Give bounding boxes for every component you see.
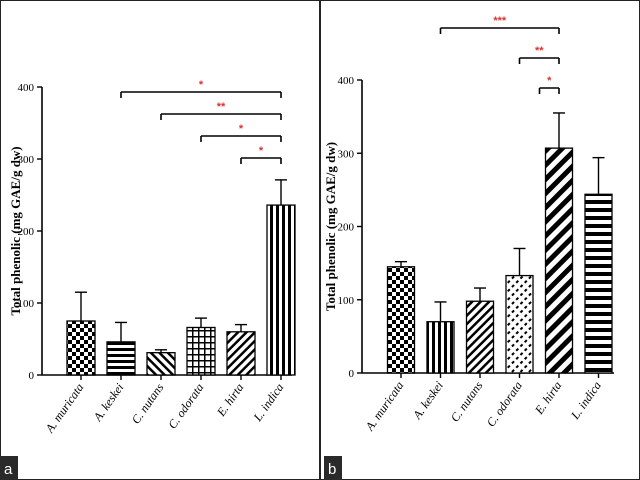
bar-c-odorata [186, 326, 216, 376]
significance-label: * [547, 75, 552, 87]
bar-e-hirta [226, 331, 256, 376]
y-axis-title: Total phenolic (mg GAE/g dw) [323, 142, 338, 311]
bar-c-odorata [505, 274, 534, 374]
y-tick-label: 400 [338, 75, 355, 87]
bar-a-muricata [66, 320, 96, 376]
significance-label: * [199, 79, 204, 91]
y-tick-label: 200 [338, 222, 355, 234]
bar-a-muricata [386, 266, 416, 374]
bar-a-keskei [106, 341, 136, 376]
bar-c-nutans [465, 300, 495, 374]
significance-label: ** [535, 45, 544, 57]
y-tick-label: 300 [338, 148, 355, 160]
significance-label: ** [217, 101, 226, 113]
significance-label: *** [493, 15, 507, 27]
y-tick-label: 0 [349, 368, 355, 380]
y-tick-label: 400 [18, 82, 35, 94]
y-tick-label: 100 [18, 298, 35, 310]
y-tick-label: 0 [29, 370, 35, 382]
y-tick-label: 300 [18, 154, 35, 166]
bar-l-indica [266, 204, 296, 376]
bar-l-indica [584, 193, 613, 374]
panel-letter-b: b [328, 461, 336, 478]
y-tick-label: 200 [18, 226, 35, 238]
significance-label: * [239, 123, 244, 135]
panel-letter-b-badge [324, 456, 342, 480]
bar-e-hirta [544, 147, 574, 374]
panel-letter-a-badge [0, 456, 18, 480]
panel-a-frame [0, 0, 320, 480]
panel-letter-a: a [4, 461, 13, 478]
bar-c-nutans [146, 352, 176, 376]
y-axis-title: Total phenolic (mg GAE/g dw) [8, 146, 23, 315]
y-tick-label: 100 [338, 295, 355, 307]
significance-label: * [259, 145, 264, 157]
bar-a-keskei [426, 321, 455, 374]
